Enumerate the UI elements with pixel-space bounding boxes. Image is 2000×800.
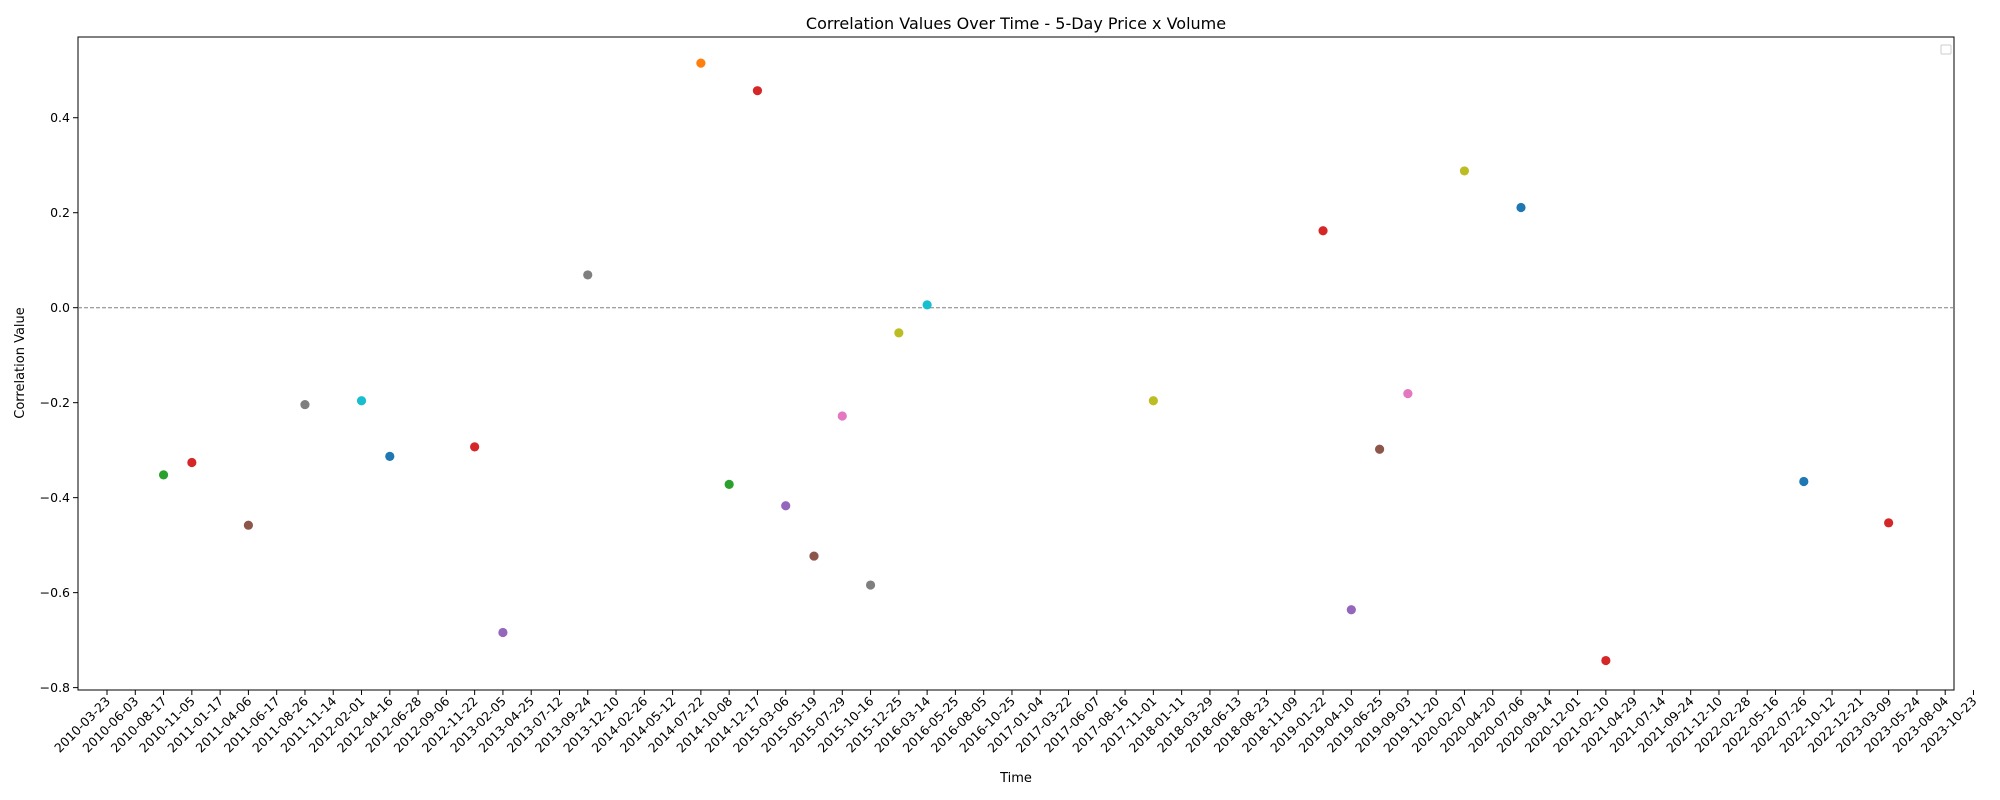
data-point — [1799, 476, 1809, 487]
data-point — [781, 501, 791, 511]
y-tick-label: 0.2 — [50, 205, 70, 220]
data-point — [385, 451, 395, 461]
data-point — [1459, 166, 1470, 176]
y-tick-label: −0.2 — [40, 395, 70, 410]
data-point — [243, 520, 253, 530]
plot-area — [77, 36, 1955, 691]
data-point — [1403, 389, 1413, 399]
data-point — [724, 479, 734, 489]
data-point — [696, 58, 706, 68]
x-axis-label: Time — [999, 771, 1032, 786]
data-point — [1375, 444, 1385, 454]
chart-title: Correlation Values Over Time - 5-Day Pri… — [806, 14, 1226, 33]
data-point — [583, 270, 593, 280]
y-tick-label: 0.0 — [50, 300, 70, 315]
data-point — [809, 551, 819, 561]
data-point — [865, 580, 876, 590]
data-point — [1884, 518, 1894, 528]
data-point — [158, 470, 169, 480]
data-point — [1601, 655, 1611, 666]
data-point — [752, 86, 763, 96]
data-point — [1318, 226, 1328, 236]
x-axis: 2010-03-232010-06-032010-08-172010-11-05… — [51, 690, 1980, 755]
data-point — [894, 328, 904, 338]
legend-box — [1940, 44, 1952, 55]
data-point — [837, 411, 847, 421]
y-tick-label: 0.4 — [50, 110, 70, 125]
data-point — [922, 300, 932, 310]
y-tick-label: −0.8 — [40, 680, 70, 695]
y-tick-label: −0.6 — [40, 585, 70, 600]
data-points — [158, 58, 1894, 666]
data-point — [1148, 396, 1158, 406]
data-point — [498, 627, 508, 638]
data-point — [187, 457, 197, 468]
y-axis: −0.8 −0.6 −0.4 −0.2 0.0 0.2 0.4 — [40, 110, 78, 695]
data-point — [1346, 605, 1356, 615]
data-point — [300, 399, 310, 410]
y-axis-label: Correlation Value — [13, 307, 28, 419]
data-point — [470, 442, 480, 452]
data-point — [1516, 202, 1526, 213]
y-tick-label: −0.4 — [40, 490, 70, 505]
data-point — [356, 396, 367, 406]
